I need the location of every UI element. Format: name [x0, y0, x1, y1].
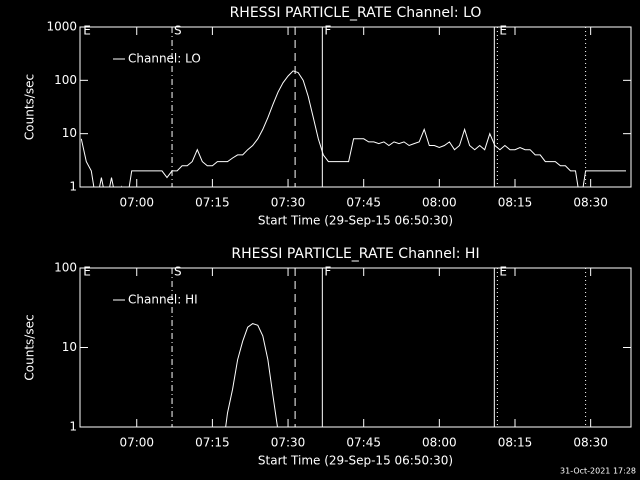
x-tick-label: 07:15 — [195, 196, 230, 210]
y-tick-label: 100 — [54, 73, 77, 87]
marker-label: E — [83, 24, 91, 38]
x-tick-label: 07:00 — [119, 436, 154, 450]
series-line — [225, 323, 278, 427]
series-line — [80, 70, 626, 187]
x-axis-label: Start Time (29-Sep-15 06:50:30) — [258, 214, 453, 228]
x-tick-label: 07:30 — [271, 436, 306, 450]
marker-label: E — [83, 265, 91, 279]
legend-label: Channel: HI — [128, 293, 198, 307]
y-tick-label: 1 — [69, 420, 77, 434]
x-tick-label: 08:00 — [422, 436, 457, 450]
y-tick-label: 1 — [69, 180, 77, 194]
y-axis-label: Counts/sec — [23, 74, 37, 140]
marker-label: E — [499, 24, 507, 38]
marker-label: S — [174, 24, 182, 38]
series-group — [80, 70, 626, 187]
marker-label: F — [324, 265, 331, 279]
marker-label: F — [324, 24, 331, 38]
x-tick-label: 08:15 — [498, 196, 533, 210]
x-tick-label: 08:15 — [498, 436, 533, 450]
y-tick-label: 100 — [54, 261, 77, 275]
y-tick-label: 10 — [62, 340, 77, 354]
marker-label: S — [174, 265, 182, 279]
y-tick-label: 10 — [62, 126, 77, 140]
x-tick-label: 08:30 — [573, 436, 608, 450]
x-tick-label: 07:45 — [346, 196, 381, 210]
footer: 31-Oct-2021 17:28 — [560, 467, 636, 476]
series-group — [225, 323, 278, 427]
plot-frame — [79, 26, 632, 188]
x-tick-label: 07:30 — [271, 196, 306, 210]
x-axis-label: Start Time (29-Sep-15 06:50:30) — [258, 454, 453, 468]
y-tick-label: 1000 — [46, 20, 77, 34]
x-tick-label: 08:30 — [573, 196, 608, 210]
chart-title: RHESSI PARTICLE_RATE Channel: HI — [231, 246, 479, 262]
x-tick-label: 07:15 — [195, 436, 230, 450]
marker-label: E — [499, 265, 507, 279]
x-tick-label: 07:00 — [119, 196, 154, 210]
x-tick-label: 08:00 — [422, 196, 457, 210]
chart-title: RHESSI PARTICLE_RATE Channel: LO — [230, 5, 482, 21]
x-tick-label: 07:45 — [346, 436, 381, 450]
legend-label: Channel: LO — [128, 52, 201, 66]
y-axis-label: Counts/sec — [23, 314, 37, 380]
